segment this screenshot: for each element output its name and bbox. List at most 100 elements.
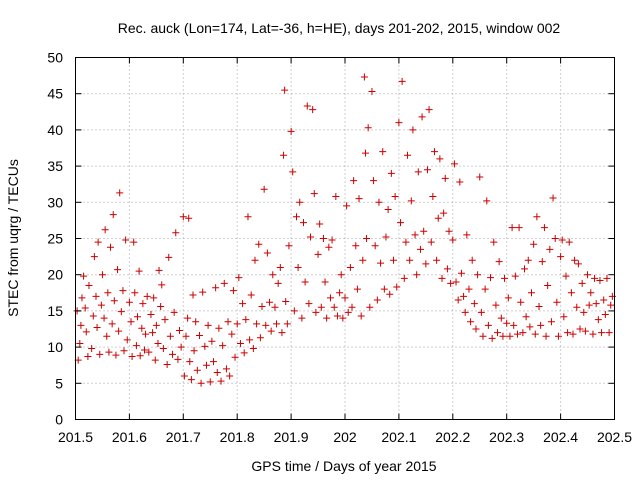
data-point xyxy=(441,174,449,182)
data-point xyxy=(360,73,368,81)
y-tick-label: 45 xyxy=(47,86,63,102)
data-point xyxy=(524,256,532,264)
data-point xyxy=(361,149,369,157)
data-point xyxy=(321,278,329,286)
data-point xyxy=(578,279,586,287)
data-point xyxy=(368,88,376,96)
data-point xyxy=(535,303,543,311)
x-tick-label: 201.7 xyxy=(166,429,201,445)
data-point xyxy=(287,127,295,135)
data-point xyxy=(565,238,573,246)
data-point xyxy=(307,233,315,241)
data-point xyxy=(400,274,408,282)
data-point xyxy=(98,271,106,279)
data-point xyxy=(262,321,270,329)
data-point xyxy=(199,288,207,296)
data-point xyxy=(487,274,495,282)
grid-layer xyxy=(75,57,615,420)
data-point xyxy=(607,301,615,309)
data-point xyxy=(116,189,124,197)
x-tick-labels: 201.5 201.6 201.7 201.8 201.9 202 202.1 202.2 20… xyxy=(58,429,632,445)
data-point xyxy=(413,271,421,279)
data-point xyxy=(364,124,372,132)
data-point xyxy=(240,349,248,357)
data-point xyxy=(490,238,498,246)
data-points xyxy=(73,73,616,387)
data-point xyxy=(180,372,188,380)
data-point xyxy=(418,113,426,121)
data-point xyxy=(603,274,611,282)
data-point xyxy=(479,332,487,340)
data-point xyxy=(574,260,582,268)
data-point xyxy=(508,224,516,232)
data-point xyxy=(100,314,108,322)
data-point xyxy=(298,314,306,322)
data-point xyxy=(122,236,130,244)
y-axis-label: STEC from uqrg / TECUs xyxy=(5,159,21,317)
data-point xyxy=(352,242,360,250)
x-tick-label: 202.2 xyxy=(435,429,470,445)
data-point xyxy=(155,266,163,274)
data-point xyxy=(504,294,512,302)
data-point xyxy=(305,300,313,308)
data-point xyxy=(370,177,378,185)
data-point xyxy=(96,350,104,358)
data-point xyxy=(142,330,150,338)
data-point xyxy=(125,298,133,306)
data-point xyxy=(540,224,548,232)
data-point xyxy=(519,329,527,337)
data-point xyxy=(103,332,111,340)
data-point xyxy=(152,321,160,329)
data-point xyxy=(309,106,317,114)
data-point xyxy=(425,106,433,114)
data-point xyxy=(185,214,193,222)
data-point xyxy=(494,329,502,337)
data-point xyxy=(499,332,507,340)
data-point xyxy=(247,291,255,299)
data-point xyxy=(80,272,88,280)
data-point xyxy=(209,358,217,366)
data-point xyxy=(445,227,453,235)
data-point xyxy=(391,193,399,201)
data-point xyxy=(457,269,465,277)
data-point xyxy=(332,193,340,201)
x-tick-label: 202.4 xyxy=(543,429,578,445)
data-point xyxy=(217,377,225,385)
data-point xyxy=(76,339,84,347)
data-point xyxy=(260,185,268,193)
data-point xyxy=(278,329,286,337)
data-point xyxy=(484,321,492,329)
data-point xyxy=(177,343,185,351)
y-tick-label: 25 xyxy=(47,231,63,247)
data-point xyxy=(522,313,530,321)
data-point xyxy=(326,294,334,302)
data-point xyxy=(151,356,159,364)
data-point xyxy=(90,253,98,261)
data-point xyxy=(176,326,184,334)
data-point xyxy=(219,342,227,350)
data-point xyxy=(310,190,318,198)
data-point xyxy=(477,308,485,316)
data-point xyxy=(182,332,190,340)
data-point xyxy=(292,213,300,221)
data-point xyxy=(517,298,525,306)
data-point xyxy=(492,301,500,309)
data-point xyxy=(384,206,392,214)
data-point xyxy=(130,238,138,246)
data-point xyxy=(544,282,552,290)
data-point xyxy=(569,330,577,338)
x-tick-label: 202.5 xyxy=(597,429,632,445)
data-point xyxy=(551,235,559,242)
data-point xyxy=(184,314,192,322)
data-point xyxy=(174,355,182,363)
data-point xyxy=(108,320,116,328)
data-point xyxy=(589,330,597,338)
data-point xyxy=(138,324,146,332)
data-point xyxy=(101,226,109,234)
data-point xyxy=(423,166,431,174)
axis-ticks xyxy=(75,57,615,420)
data-point xyxy=(395,119,403,127)
data-point xyxy=(127,318,135,326)
data-point xyxy=(296,198,304,206)
